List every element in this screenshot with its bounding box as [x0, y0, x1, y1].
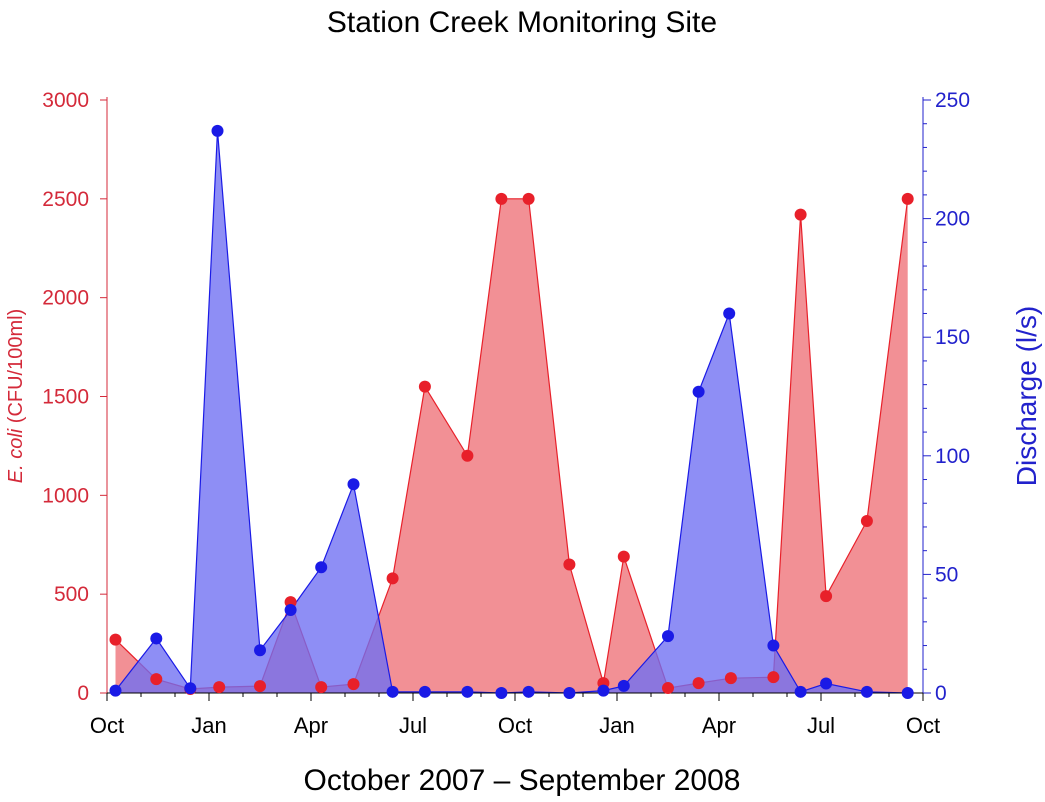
ecoli-point	[213, 681, 226, 694]
ecoli-point	[109, 633, 122, 646]
left-axis-label-rest: (CFU/100ml)	[5, 309, 27, 429]
discharge-point	[315, 561, 328, 574]
x-tick-label: Jul	[807, 713, 835, 738]
right-tick-label: 150	[935, 326, 970, 349]
ecoli-point	[901, 192, 914, 205]
discharge-point	[820, 677, 833, 690]
discharge-point	[211, 124, 224, 137]
x-tick-label: Jul	[399, 713, 427, 738]
chart-title: Station Creek Monitoring Site	[327, 6, 717, 39]
discharge-point	[109, 684, 122, 697]
x-tick-label: Oct	[90, 713, 124, 738]
ecoli-point	[418, 380, 431, 393]
left-tick-label: 1500	[42, 386, 89, 409]
discharge-area	[115, 130, 908, 694]
ecoli-point	[860, 515, 873, 528]
x-tick-label: Oct	[498, 713, 532, 738]
plot-areas	[115, 130, 909, 694]
ecoli-point	[794, 208, 807, 221]
x-tick-label: Oct	[906, 713, 940, 738]
x-tick-label: Apr	[294, 713, 328, 738]
right-tick-label: 200	[935, 208, 970, 231]
discharge-point	[418, 685, 431, 698]
right-axis-label: Discharge (l/s)	[1011, 306, 1042, 486]
discharge-point	[597, 684, 610, 697]
left-tick-label: 3000	[42, 89, 89, 112]
ecoli-point	[347, 678, 360, 691]
discharge-point	[662, 630, 674, 643]
discharge-point	[563, 687, 576, 699]
ecoli-area	[115, 198, 908, 694]
discharge-point	[794, 685, 807, 698]
right-tick-label: 100	[935, 445, 970, 468]
left-axis-label-italic: E. coli	[5, 428, 27, 483]
axes: 0 500 1000 1500 2000 2500 3000 0 50 100 150 200 250 O…	[42, 89, 970, 738]
ecoli-point	[662, 682, 674, 695]
ecoli-point	[315, 681, 328, 694]
ecoli-point	[254, 680, 266, 693]
discharge-point	[254, 644, 266, 657]
ecoli-point	[150, 673, 163, 686]
discharge-point	[461, 685, 474, 698]
ecoli-point	[724, 672, 737, 685]
right-tick-label: 0	[935, 682, 947, 705]
discharge-point	[284, 603, 297, 616]
ecoli-point	[522, 192, 535, 205]
ecoli-point	[386, 572, 399, 585]
discharge-point	[495, 687, 508, 699]
ecoli-point	[820, 590, 833, 603]
x-tick-label: Jan	[599, 713, 634, 738]
discharge-point	[150, 632, 163, 645]
left-tick-label: 0	[77, 682, 89, 705]
left-axis-label: E. coli (CFU/100ml)	[5, 309, 27, 483]
data-points	[109, 124, 914, 699]
ecoli-point	[495, 192, 508, 205]
discharge-line	[115, 130, 908, 694]
discharge-point	[347, 478, 360, 491]
ecoli-point	[461, 449, 474, 462]
right-tick-label: 50	[935, 563, 958, 586]
left-tick-label: 2500	[42, 188, 89, 211]
ecoli-point	[617, 550, 630, 563]
x-tick-label: Apr	[702, 713, 736, 738]
right-tick-label: 250	[935, 89, 970, 112]
x-tick-label: Jan	[191, 713, 226, 738]
discharge-point	[723, 307, 736, 320]
ecoli-point	[692, 677, 705, 690]
ecoli-point	[563, 558, 576, 571]
ecoli-point	[767, 671, 780, 684]
left-tick-label: 2000	[42, 287, 89, 310]
discharge-point	[617, 679, 630, 692]
discharge-point	[184, 682, 197, 695]
x-axis-label: October 2007 – September 2008	[304, 764, 741, 797]
discharge-point	[901, 687, 914, 699]
discharge-point	[692, 385, 705, 398]
discharge-point	[386, 685, 399, 698]
left-tick-label: 1000	[42, 484, 89, 507]
discharge-point	[860, 685, 873, 698]
left-tick-label: 500	[54, 583, 89, 606]
discharge-point	[767, 639, 780, 652]
discharge-point	[522, 685, 535, 698]
